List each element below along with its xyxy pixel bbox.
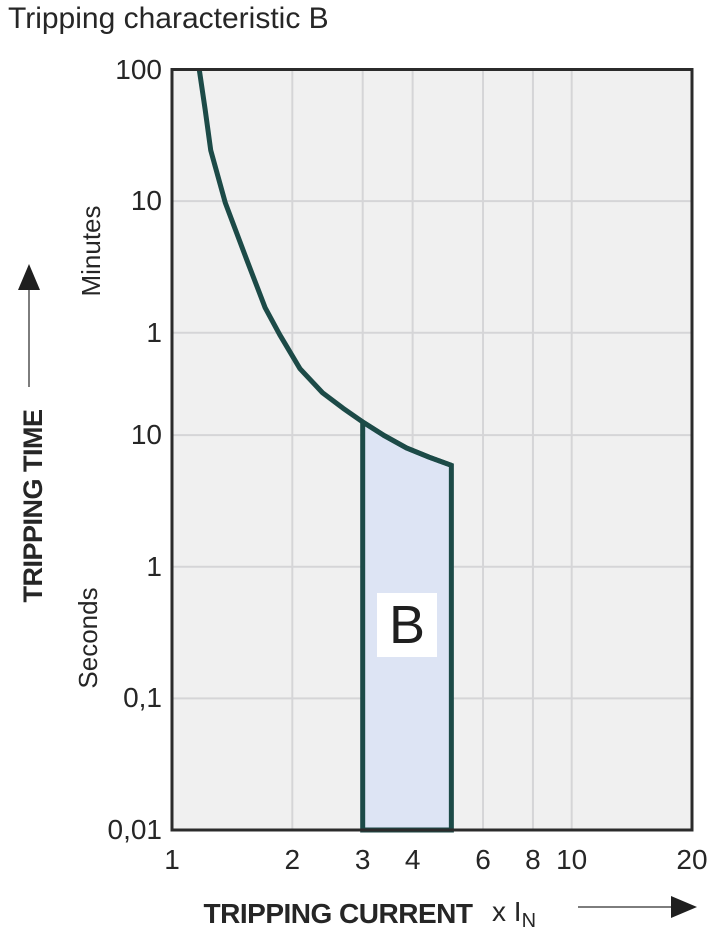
x-tick-label: 20	[676, 844, 708, 875]
x-axis-unit: x IN	[492, 896, 536, 933]
y-axis-unit-minutes: Minutes	[76, 205, 106, 297]
plot-area	[170, 68, 694, 833]
band-label: B	[389, 595, 426, 655]
x-tick-label: 2	[284, 844, 301, 875]
x-tick-label: 6	[475, 844, 491, 875]
x-tick-label: 8	[525, 844, 541, 875]
y-tick-label: 1	[146, 316, 162, 348]
x-axis-unit-subscript: N	[521, 910, 537, 932]
y-axis-title: TRIPPING TIME	[18, 409, 48, 603]
x-tick-label: 3	[354, 844, 371, 875]
x-tick-label: 1	[164, 844, 180, 875]
y-tick-label: 10	[130, 185, 162, 217]
x-tick-label: 4	[404, 844, 421, 875]
band-label-box: B	[377, 593, 438, 657]
y-axis-unit-seconds: Seconds	[73, 587, 103, 689]
y-tick-label: 100	[115, 53, 162, 85]
y-axis-arrow-icon	[18, 264, 40, 387]
tripping-curve	[196, 69, 453, 468]
x-axis-title: TRIPPING CURRENT	[203, 898, 473, 929]
x-axis-unit-prefix: x I	[492, 896, 522, 927]
plot-border	[170, 68, 694, 832]
y-tick-label: 0,1	[123, 682, 162, 714]
y-tick-label: 10	[130, 419, 162, 451]
chart-title: Tripping characteristic B	[8, 2, 329, 35]
x-axis-arrow-icon	[578, 896, 697, 918]
x-tick-label: 10	[556, 844, 588, 875]
y-tick-label: 1	[146, 550, 162, 582]
y-tick-label: 0,01	[107, 814, 163, 845]
